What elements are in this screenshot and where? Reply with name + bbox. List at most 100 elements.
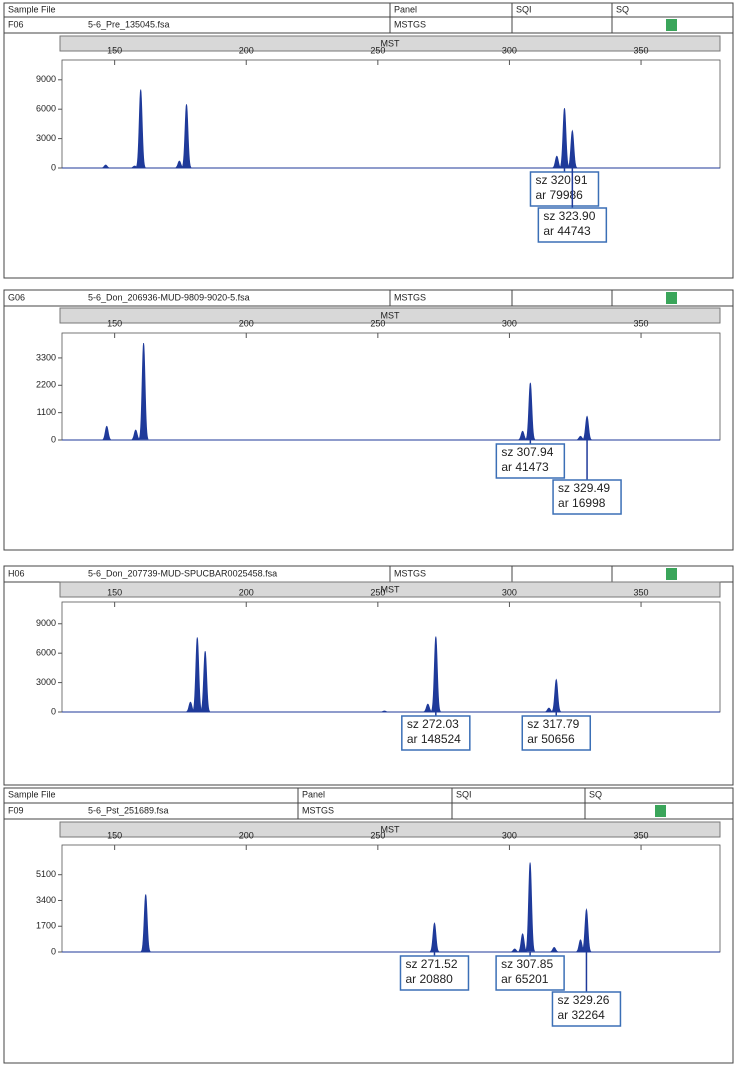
- peak: [581, 415, 593, 441]
- sq-indicator: [666, 19, 677, 31]
- y-tick-label: 0: [51, 946, 56, 956]
- sample-file: 5-6_Don_206936-MUD-9809-9020-5.fsa: [88, 292, 250, 302]
- sample-file: 5-6_Pre_135045.fsa: [88, 19, 170, 29]
- annotation-label: ar 79986: [535, 188, 583, 202]
- y-tick-label: 2200: [36, 380, 56, 390]
- peak: [192, 637, 203, 712]
- x-tick-label: 300: [502, 587, 517, 597]
- peak: [430, 636, 441, 712]
- x-tick-label: 300: [502, 45, 517, 55]
- peak: [429, 922, 440, 953]
- y-tick-label: 6000: [36, 104, 56, 114]
- y-tick-label: 9000: [36, 74, 56, 84]
- annotation-label: sz 320.91: [535, 173, 587, 187]
- x-tick-label: 350: [634, 45, 649, 55]
- annotation-label: ar 65201: [501, 972, 549, 986]
- annotation-label: ar 44743: [543, 224, 591, 238]
- peak: [423, 703, 433, 713]
- sample-file: 5-6_Pst_251689.fsa: [88, 805, 169, 815]
- title-bar: [59, 821, 721, 838]
- panel-name: MSTGS: [394, 292, 426, 302]
- annotation-label: sz 271.52: [405, 957, 457, 971]
- sq-indicator: [666, 292, 677, 304]
- annotation-label: sz 307.94: [501, 445, 553, 459]
- annotation-box: [551, 991, 622, 1027]
- peak: [510, 948, 520, 953]
- annotation-label: sz 307.85: [501, 957, 553, 971]
- peak: [525, 862, 536, 952]
- x-tick-label: 250: [370, 45, 385, 55]
- peak: [181, 104, 192, 168]
- y-tick-label: 0: [51, 706, 56, 716]
- header-label: Panel: [394, 4, 417, 14]
- chart-title: MST: [381, 824, 401, 834]
- y-tick-label: 0: [51, 434, 56, 444]
- peak: [581, 908, 592, 952]
- x-tick-label: 300: [502, 318, 517, 328]
- panel-frame: [3, 565, 734, 786]
- annotation-label: ar 16998: [558, 496, 606, 510]
- annotation-label: sz 323.90: [543, 209, 595, 223]
- annotation-label: sz 329.26: [557, 993, 609, 1007]
- x-tick-label: 150: [107, 830, 122, 840]
- x-tick-label: 200: [239, 587, 254, 597]
- title-bar: [59, 35, 721, 52]
- peak: [102, 425, 112, 441]
- peak: [131, 429, 141, 441]
- annotation-box: [399, 955, 470, 991]
- x-tick-label: 200: [239, 830, 254, 840]
- peak: [140, 894, 151, 952]
- annotation-box: [552, 479, 622, 515]
- annotation-box: [537, 207, 608, 243]
- peak: [135, 89, 146, 168]
- panel-name: MSTGS: [302, 805, 334, 815]
- x-tick-label: 200: [239, 318, 254, 328]
- peak: [138, 342, 149, 440]
- plot-frame: [61, 601, 721, 713]
- sq-indicator: [666, 568, 677, 580]
- y-tick-label: 9000: [36, 618, 56, 628]
- y-tick-label: 1100: [37, 407, 56, 417]
- header-label: SQ: [616, 4, 629, 14]
- chart-title: MST: [381, 310, 401, 320]
- y-tick-label: 0: [51, 162, 56, 172]
- peak: [549, 947, 559, 953]
- annotation-label: ar 41473: [501, 460, 549, 474]
- plot-frame: [61, 844, 721, 953]
- x-tick-label: 350: [634, 830, 649, 840]
- annotation-box: [521, 715, 592, 751]
- x-tick-label: 150: [107, 45, 122, 55]
- annotation-label: ar 20880: [405, 972, 453, 986]
- peak: [552, 155, 562, 169]
- x-tick-label: 250: [370, 587, 385, 597]
- sample-file: 5-6_Don_207739-MUD-SPUCBAR0025458.fsa: [88, 568, 277, 578]
- peak: [516, 933, 529, 953]
- header-label: SQ: [589, 789, 602, 799]
- well: G06: [8, 292, 25, 302]
- peak: [101, 164, 111, 169]
- panel-name: MSTGS: [394, 19, 426, 29]
- header-label: Sample File: [8, 789, 56, 799]
- annotation-label: sz 317.79: [527, 717, 579, 731]
- well: F09: [8, 805, 24, 815]
- annotation-label: sz 272.03: [407, 717, 459, 731]
- y-tick-label: 3300: [36, 352, 56, 362]
- x-tick-label: 350: [634, 587, 649, 597]
- annotation-box: [495, 955, 565, 991]
- sq-indicator: [655, 805, 666, 817]
- y-tick-label: 1700: [36, 921, 56, 931]
- peak: [518, 430, 528, 441]
- header-label: Sample File: [8, 4, 56, 14]
- annotation-box: [529, 171, 600, 207]
- peak: [200, 651, 211, 712]
- chart-title: MST: [381, 584, 401, 594]
- well: H06: [8, 568, 25, 578]
- peak: [380, 710, 389, 713]
- annotation-box: [401, 715, 471, 751]
- header-label: Panel: [302, 789, 325, 799]
- peak: [559, 108, 570, 168]
- x-tick-label: 300: [502, 830, 517, 840]
- x-tick-label: 250: [370, 318, 385, 328]
- panel-frame: [3, 787, 734, 1064]
